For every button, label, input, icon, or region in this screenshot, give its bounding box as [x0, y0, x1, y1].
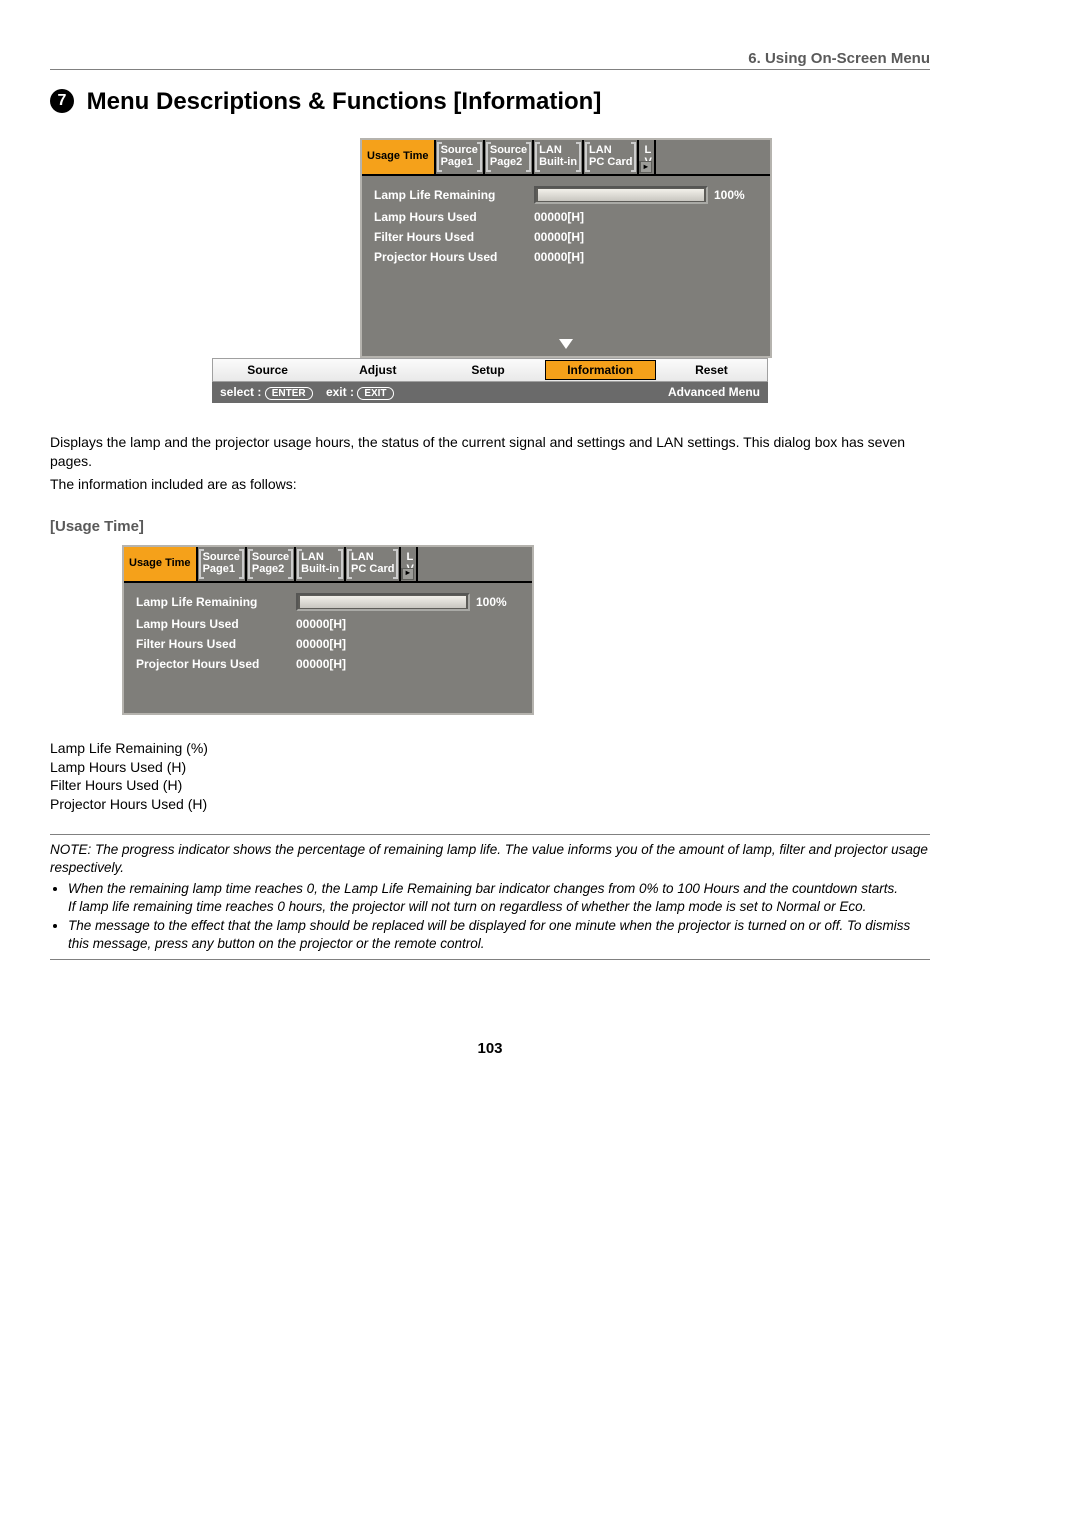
osd-tab-lv[interactable]: LV◂▸ — [639, 140, 655, 174]
row-filter-hours: Filter Hours Used 00000[H] — [374, 230, 760, 244]
list-item: Lamp Life Remaining (%) — [50, 739, 930, 758]
row-lamp-life-remaining: Lamp Life Remaining 100% — [136, 593, 522, 611]
lamp-life-remaining-value: 100% — [476, 595, 507, 609]
menubar-item-setup[interactable]: Setup — [433, 359, 543, 381]
intro-paragraph-1: Displays the lamp and the projector usag… — [50, 433, 930, 471]
note-bullet: When the remaining lamp time reaches 0, … — [68, 880, 930, 915]
osd-tab-lanpc-card[interactable]: LANPC Card — [346, 547, 401, 581]
usage-time-screenshot: Usage TimeSourcePage1SourcePage2LANBuilt… — [122, 545, 930, 715]
bottom-menubar: SourceAdjustSetupInformationReset — [212, 358, 768, 382]
section-title-text: Menu Descriptions & Functions [Informati… — [87, 88, 602, 115]
page-number: 103 — [50, 1040, 930, 1057]
menubar-item-information[interactable]: Information — [545, 360, 656, 380]
tab-scroll-right-icon[interactable]: ▸ — [640, 161, 652, 173]
usage-time-heading: [Usage Time] — [50, 518, 930, 535]
note-bullet-list: When the remaining lamp time reaches 0, … — [50, 880, 930, 952]
tab-scroll-arrows[interactable]: ◂▸ — [639, 161, 651, 173]
lamp-life-remaining-label: Lamp Life Remaining — [374, 188, 534, 202]
lamp-hours-label: Lamp Hours Used — [374, 210, 534, 224]
tab-scroll-right-icon[interactable]: ▸ — [402, 568, 414, 580]
down-triangle-icon — [559, 339, 573, 349]
tab-scroll-arrows[interactable]: ◂▸ — [401, 568, 413, 580]
divider-bottom — [50, 959, 930, 960]
lamp-life-progress-bar — [534, 186, 708, 204]
list-item: Projector Hours Used (H) — [50, 795, 930, 814]
usage-time-field-list: Lamp Life Remaining (%)Lamp Hours Used (… — [50, 739, 930, 815]
osd-tab-bar-small: Usage TimeSourcePage1SourcePage2LANBuilt… — [124, 547, 532, 583]
osd-tab-sourcepage2[interactable]: SourcePage2 — [247, 547, 296, 581]
hint-select-label: select : — [220, 385, 261, 399]
osd-tab-bar: Usage TimeSourcePage1SourcePage2LANBuilt… — [362, 140, 770, 176]
lamp-life-remaining-value: 100% — [714, 188, 745, 202]
list-item: Lamp Hours Used (H) — [50, 758, 930, 777]
projector-hours-value: 00000[H] — [296, 657, 346, 671]
hint-exit-label: exit : — [326, 385, 354, 399]
filter-hours-label: Filter Hours Used — [374, 230, 534, 244]
projector-hours-value: 00000[H] — [534, 250, 584, 264]
row-lamp-hours: Lamp Hours Used 00000[H] — [374, 210, 760, 224]
osd-tab-sourcepage2[interactable]: SourcePage2 — [485, 140, 534, 174]
osd-tab-lanbuilt-in[interactable]: LANBuilt-in — [534, 140, 584, 174]
osd-tab-lanpc-card[interactable]: LANPC Card — [584, 140, 639, 174]
intro-paragraph-2: The information included are as follows: — [50, 475, 930, 494]
section-title: 7 Menu Descriptions & Functions [Informa… — [50, 88, 930, 116]
filter-hours-label: Filter Hours Used — [136, 637, 296, 651]
lamp-hours-value: 00000[H] — [534, 210, 584, 224]
lamp-hours-label: Lamp Hours Used — [136, 617, 296, 631]
osd-tab-usage-time[interactable]: Usage Time — [362, 140, 436, 174]
list-item: Filter Hours Used (H) — [50, 776, 930, 795]
filter-hours-value: 00000[H] — [296, 637, 346, 651]
osd-down-arrow — [362, 336, 770, 356]
osd-tab-sourcepage1[interactable]: SourcePage1 — [436, 140, 485, 174]
hint-select-key: ENTER — [265, 387, 313, 400]
row-lamp-hours: Lamp Hours Used 00000[H] — [136, 617, 522, 631]
note-bullet: The message to the effect that the lamp … — [68, 917, 930, 952]
filter-hours-value: 00000[H] — [534, 230, 584, 244]
osd-tab-sourcepage1[interactable]: SourcePage1 — [198, 547, 247, 581]
hint-right-label: Advanced Menu — [668, 385, 760, 400]
projector-hours-label: Projector Hours Used — [136, 657, 296, 671]
osd-panel-small: Usage TimeSourcePage1SourcePage2LANBuilt… — [122, 545, 534, 715]
menubar-item-reset[interactable]: Reset — [657, 359, 767, 381]
note-intro: NOTE: The progress indicator shows the p… — [50, 841, 930, 876]
row-projector-hours: Projector Hours Used 00000[H] — [136, 657, 522, 671]
hint-exit-key: EXIT — [357, 387, 393, 400]
lamp-life-progress-bar — [296, 593, 470, 611]
osd-tab-lanbuilt-in[interactable]: LANBuilt-in — [296, 547, 346, 581]
row-lamp-life-remaining: Lamp Life Remaining 100% — [374, 186, 760, 204]
hint-bar: select : ENTER exit : EXIT Advanced Menu — [212, 382, 768, 403]
note-block: NOTE: The progress indicator shows the p… — [50, 841, 930, 952]
menubar-item-source[interactable]: Source — [213, 359, 323, 381]
lamp-life-remaining-label: Lamp Life Remaining — [136, 595, 296, 609]
lamp-hours-value: 00000[H] — [296, 617, 346, 631]
section-number-badge: 7 — [50, 89, 74, 113]
main-menu-screenshot: Usage TimeSourcePage1SourcePage2LANBuilt… — [50, 138, 930, 403]
chapter-header: 6. Using On-Screen Menu — [50, 50, 930, 70]
divider-top — [50, 834, 930, 835]
osd-panel: Usage TimeSourcePage1SourcePage2LANBuilt… — [360, 138, 772, 358]
osd-tab-lv[interactable]: LV◂▸ — [401, 547, 417, 581]
projector-hours-label: Projector Hours Used — [374, 250, 534, 264]
menubar-item-adjust[interactable]: Adjust — [323, 359, 433, 381]
osd-tab-usage-time[interactable]: Usage Time — [124, 547, 198, 581]
row-projector-hours: Projector Hours Used 00000[H] — [374, 250, 760, 264]
row-filter-hours: Filter Hours Used 00000[H] — [136, 637, 522, 651]
